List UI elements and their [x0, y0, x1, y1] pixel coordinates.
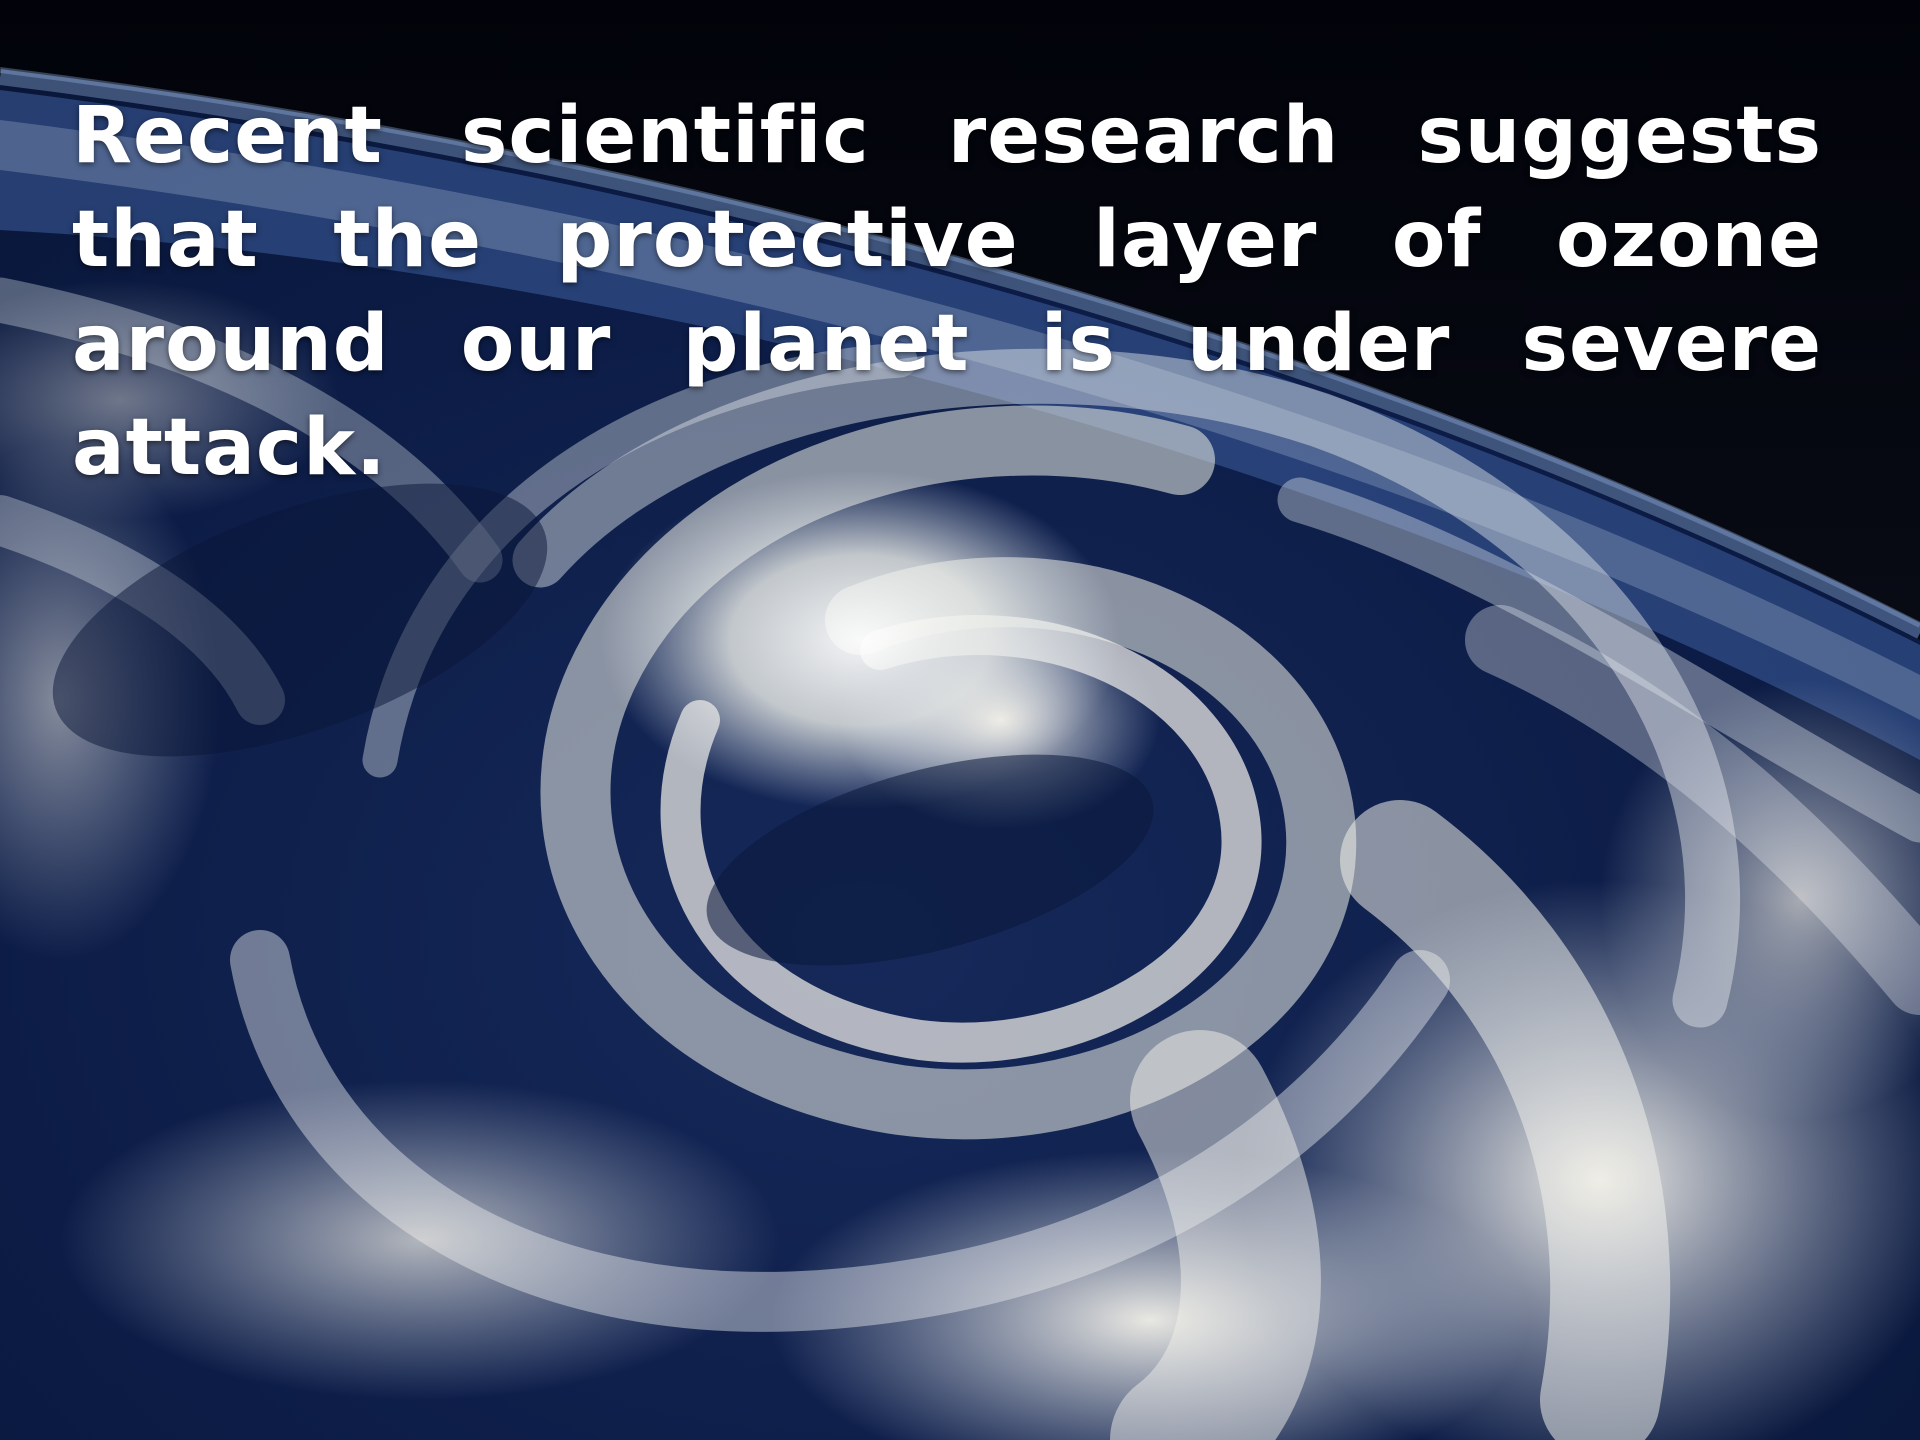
slide-caption: Recent scientific research suggests that… [72, 91, 1822, 493]
